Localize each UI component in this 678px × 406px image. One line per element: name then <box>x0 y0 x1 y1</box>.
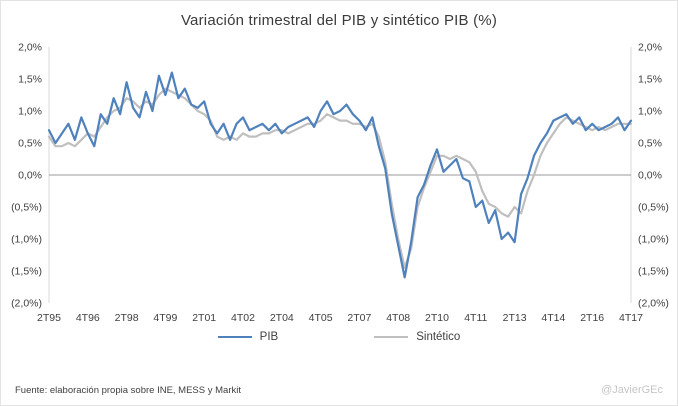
svg-text:2T07: 2T07 <box>347 312 371 324</box>
legend-item-sintetico: Sintético <box>374 331 460 343</box>
svg-text:(2,0%): (2,0%) <box>11 298 42 310</box>
svg-text:(0,5%): (0,5%) <box>638 202 669 214</box>
svg-text:2T01: 2T01 <box>192 312 216 324</box>
chart-footer: Fuente: elaboración propia sobre INE, ME… <box>1 384 677 405</box>
svg-text:(1,0%): (1,0%) <box>11 234 42 246</box>
svg-text:1,0%: 1,0% <box>18 106 42 118</box>
svg-text:4T08: 4T08 <box>386 312 410 324</box>
svg-text:(2,0%): (2,0%) <box>638 298 669 310</box>
svg-text:0,5%: 0,5% <box>638 138 662 150</box>
chart-legend: PIB Sintético <box>1 331 677 343</box>
source-note: Fuente: elaboración propia sobre INE, ME… <box>15 385 241 396</box>
chart-title: Variación trimestral del PIB y sintético… <box>180 12 498 29</box>
svg-text:0,0%: 0,0% <box>18 170 42 182</box>
svg-text:1,5%: 1,5% <box>638 74 662 86</box>
svg-text:2,0%: 2,0% <box>18 42 42 54</box>
pib-line-swatch <box>217 335 252 339</box>
legend-label-sintetico: Sintético <box>416 331 461 343</box>
svg-text:4T96: 4T96 <box>76 312 100 324</box>
svg-text:0,5%: 0,5% <box>18 138 42 150</box>
line-chart: 2,0% 2,0% 1,5% 1,5% 1,0% 1,0% 0,5% 0,5% 0,0% 0,0%… <box>11 42 669 325</box>
svg-text:4T02: 4T02 <box>231 312 255 324</box>
svg-text:4T99: 4T99 <box>153 312 177 324</box>
svg-text:(1,5%): (1,5%) <box>638 266 669 278</box>
svg-text:4T14: 4T14 <box>541 312 565 324</box>
svg-text:(1,0%): (1,0%) <box>638 234 669 246</box>
svg-text:2T95: 2T95 <box>37 312 61 324</box>
svg-text:2T16: 2T16 <box>580 312 604 324</box>
svg-text:(0,5%): (0,5%) <box>11 202 42 214</box>
svg-text:2T98: 2T98 <box>115 312 139 324</box>
sintetico-line-swatch <box>374 335 409 339</box>
svg-text:1,5%: 1,5% <box>18 74 42 86</box>
svg-text:2T10: 2T10 <box>425 312 449 324</box>
svg-text:2T13: 2T13 <box>503 312 527 324</box>
svg-text:(1,5%): (1,5%) <box>11 266 42 278</box>
svg-text:2,0%: 2,0% <box>638 42 662 54</box>
svg-text:4T05: 4T05 <box>309 312 333 324</box>
legend-label-pib: PIB <box>259 331 279 343</box>
svg-text:1,0%: 1,0% <box>638 106 662 118</box>
watermark: @JavierGEc <box>601 384 663 396</box>
svg-text:0,0%: 0,0% <box>638 170 662 182</box>
legend-item-pib: PIB <box>217 331 279 343</box>
svg-text:4T17: 4T17 <box>619 312 643 324</box>
svg-text:4T11: 4T11 <box>464 312 487 324</box>
svg-text:2T04: 2T04 <box>270 312 294 324</box>
